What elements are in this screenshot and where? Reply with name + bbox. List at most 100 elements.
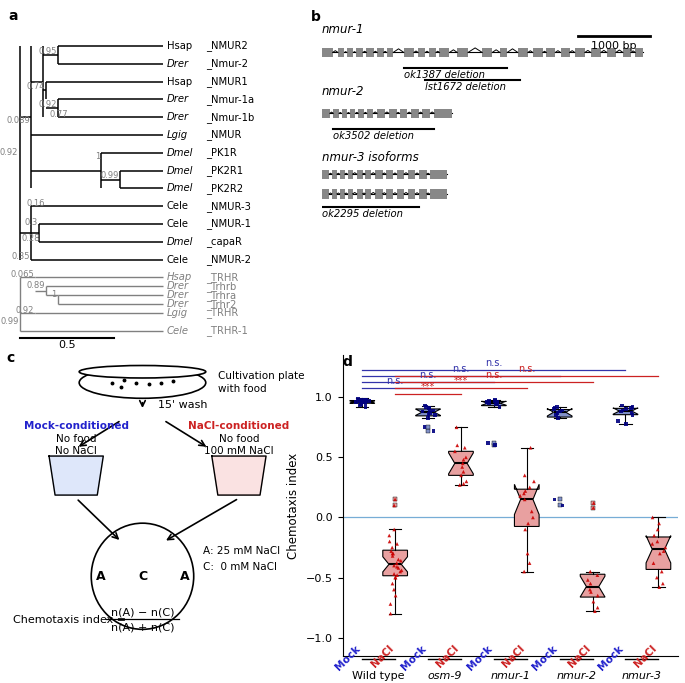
Text: _NMUR-1: _NMUR-1 — [206, 219, 251, 229]
Text: _capaR: _capaR — [206, 236, 242, 247]
PathPatch shape — [350, 400, 375, 403]
Text: d: d — [342, 355, 352, 369]
Point — [588, 497, 599, 508]
Bar — [429, 169, 447, 179]
Point — [384, 536, 395, 547]
Point — [388, 500, 399, 511]
Bar — [340, 169, 345, 179]
Point — [395, 555, 406, 566]
Text: ***: *** — [421, 382, 435, 393]
Text: ok2295 deletion: ok2295 deletion — [322, 208, 403, 219]
Point — [387, 548, 398, 559]
Text: n.s.: n.s. — [485, 359, 503, 368]
Text: _NMUR: _NMUR — [206, 130, 242, 141]
Text: Drer: Drer — [167, 112, 189, 122]
Text: Cele: Cele — [167, 201, 189, 211]
Text: 0.74: 0.74 — [27, 83, 45, 92]
Text: Cultivation plate: Cultivation plate — [218, 372, 304, 381]
Bar — [560, 48, 569, 57]
Text: 0.92: 0.92 — [0, 148, 18, 157]
Bar — [429, 48, 436, 57]
Point — [490, 440, 501, 451]
Bar — [332, 189, 337, 199]
Point — [490, 399, 501, 410]
Point — [427, 405, 438, 416]
Point — [494, 402, 505, 413]
Point — [424, 404, 435, 415]
Point — [582, 574, 593, 585]
Point — [523, 518, 534, 529]
Point — [460, 443, 471, 454]
Point — [428, 426, 439, 436]
Point — [356, 394, 367, 405]
Text: n.s.: n.s. — [452, 365, 470, 374]
Text: Dmel: Dmel — [167, 237, 193, 247]
Point — [387, 578, 398, 589]
Point — [392, 538, 403, 549]
Point — [387, 550, 398, 561]
Point — [482, 437, 493, 448]
Point — [489, 394, 500, 405]
Point — [524, 482, 535, 493]
Point — [356, 395, 367, 406]
Point — [621, 404, 632, 415]
Bar — [347, 169, 353, 179]
Text: Wild type: Wild type — [353, 671, 405, 682]
Point — [420, 400, 431, 411]
Bar — [500, 48, 507, 57]
Point — [653, 518, 664, 529]
Ellipse shape — [79, 367, 206, 398]
Point — [590, 606, 601, 617]
Bar — [408, 189, 415, 199]
Point — [421, 402, 432, 413]
Point — [658, 578, 669, 589]
Bar — [322, 169, 329, 179]
Bar — [387, 48, 393, 57]
Text: Cele: Cele — [167, 255, 189, 264]
Text: nmur-2: nmur-2 — [556, 671, 596, 682]
Bar — [411, 109, 419, 118]
Bar — [375, 169, 382, 179]
Text: nmur-1: nmur-1 — [322, 23, 364, 36]
Text: Hsap: Hsap — [167, 273, 192, 282]
Text: n.s.: n.s. — [518, 365, 536, 374]
Point — [388, 524, 399, 535]
Text: Mock: Mock — [399, 643, 428, 673]
Text: Mock: Mock — [597, 643, 625, 673]
Point — [654, 582, 665, 593]
Text: 0.99: 0.99 — [1, 318, 19, 326]
Text: 0.065: 0.065 — [10, 270, 34, 279]
Point — [484, 398, 495, 408]
Bar — [607, 48, 616, 57]
Point — [551, 402, 562, 413]
Text: 0.35: 0.35 — [12, 253, 30, 262]
Point — [457, 462, 468, 473]
Bar — [357, 189, 362, 199]
Point — [584, 584, 595, 595]
Text: nmur-2: nmur-2 — [322, 85, 364, 98]
Text: 0.16: 0.16 — [27, 199, 45, 208]
Point — [522, 548, 533, 559]
Text: osm-9: osm-9 — [427, 671, 462, 682]
Point — [585, 578, 596, 589]
Point — [520, 486, 531, 497]
Text: No food: No food — [219, 434, 259, 444]
Point — [456, 470, 466, 481]
Point — [419, 422, 430, 433]
Point — [385, 608, 396, 619]
Point — [351, 397, 362, 408]
Point — [557, 405, 568, 416]
PathPatch shape — [383, 550, 408, 576]
Text: lst1672 deletion: lst1672 deletion — [425, 82, 506, 92]
Bar — [366, 48, 373, 57]
Point — [549, 404, 560, 415]
Point — [386, 546, 397, 557]
Text: _PK1R: _PK1R — [206, 148, 237, 158]
Text: _Nmur-1a: _Nmur-1a — [206, 94, 254, 105]
Point — [424, 407, 435, 418]
Text: C:  0 mM NaCl: C: 0 mM NaCl — [203, 562, 277, 572]
Point — [388, 568, 399, 579]
Text: _TRHR: _TRHR — [206, 272, 238, 283]
Ellipse shape — [79, 365, 206, 378]
Bar — [482, 48, 493, 57]
